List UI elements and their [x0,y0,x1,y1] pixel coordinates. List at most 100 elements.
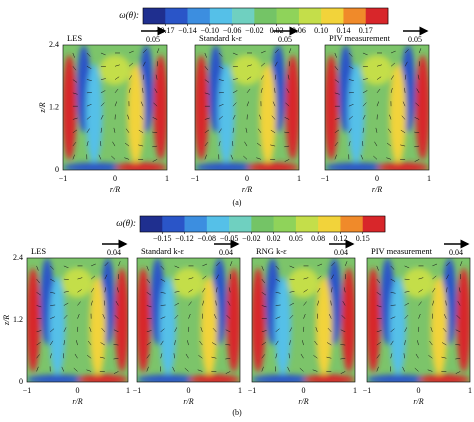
vortex [456,267,470,373]
vortex [403,267,434,298]
vortex [367,267,381,373]
vector-arrow [114,315,119,319]
vortex [430,276,448,376]
vector-arrow [90,275,96,280]
colorbar-cell [318,216,341,232]
vector-arrow [402,101,406,107]
x-tick-label: −1 [23,386,32,395]
vector-arrow [376,330,382,333]
vector-arrow [362,114,366,120]
vector-arrow [49,340,54,346]
vector-arrow [202,287,206,293]
vector-arrow [302,340,304,346]
vector-arrow [36,366,39,372]
vector-arrow [404,49,409,54]
vector-arrow [303,301,307,306]
vector-arrow [128,87,131,93]
vector-arrow [446,274,449,280]
vortex [63,162,126,170]
vector-arrow [86,128,90,133]
vector-arrow [362,102,367,107]
vortex [303,374,355,382]
vector-arrow [127,114,130,120]
vector-arrow [446,262,451,267]
vector-arrow [261,265,264,271]
vector-arrow [360,154,364,160]
vector-arrow [152,159,158,162]
vector-arrow [285,102,290,107]
vector-arrow [77,313,80,319]
vortex [49,276,66,376]
x-tick-label: −1 [59,174,68,183]
plot-frame [251,257,356,383]
vector-arrow [303,277,309,280]
vector-arrow [348,66,354,69]
colorbar-tick-label: 0.02 [267,234,281,243]
colorbar-cell [229,216,252,232]
vector-arrow [100,127,103,133]
vector-arrow [88,340,92,346]
vector-arrow [362,141,364,147]
vector-arrow [218,128,222,133]
vector-arrow [232,127,235,133]
vector-arrow [303,289,308,293]
vector-arrow [455,371,461,374]
vector-arrow [218,79,224,81]
vector-arrow [390,328,395,333]
vector-arrow [256,142,262,147]
colorbar-cell [254,8,277,24]
vector-arrow [139,115,144,120]
vector-arrow [427,369,433,372]
vector-arrow [289,340,291,346]
vector-arrow [128,62,134,67]
colorbar-tick-label: 0.08 [311,234,325,243]
reference-arrow-label: 0.04 [219,248,233,257]
vector-arrow [390,278,396,282]
vortex [188,374,240,382]
vector-arrow [225,344,231,346]
vector-arrow [246,88,251,94]
vector-arrow [272,101,276,107]
vector-arrow [200,327,203,332]
vortex [389,276,407,376]
x-tick-label: 1 [165,174,169,183]
vector-arrow [199,340,203,346]
vector-arrow [331,262,336,267]
colorbar-cell [184,216,208,232]
vector-arrow [303,313,306,319]
x-tick-label: 0 [76,386,80,395]
vector-arrow [142,61,146,67]
vector-arrow [155,74,158,80]
vector-arrow [114,76,120,80]
vector-arrow [261,354,266,359]
colorbar-cell [321,8,344,24]
vector-arrow [72,154,75,160]
vector-arrow [331,274,334,280]
vector-arrow [112,141,116,147]
vector-arrow [348,141,351,147]
vortex [285,55,299,160]
vector-arrow [73,367,78,372]
vortex [418,374,470,382]
vector-arrow [243,155,248,160]
x-tick-label: 0 [113,174,117,183]
colorbar-cell [143,8,166,24]
colorbar-cell [273,216,297,232]
vector-arrow [390,62,396,67]
vortex [252,374,314,382]
vector-arrow [284,131,290,134]
vector-arrow [124,157,130,160]
vector-arrow [86,79,92,81]
vortex [361,55,393,85]
vector-arrow [376,64,382,67]
vector-arrow [261,330,267,333]
vector-arrow [418,301,422,306]
vector-arrow [404,87,406,93]
vector-arrow [49,353,52,359]
vector-arrow [362,78,368,80]
vector-arrow [376,292,382,296]
vector-arrow [86,52,91,57]
vector-arrow [455,344,461,346]
vortex [63,55,77,160]
vector-arrow [317,287,321,293]
